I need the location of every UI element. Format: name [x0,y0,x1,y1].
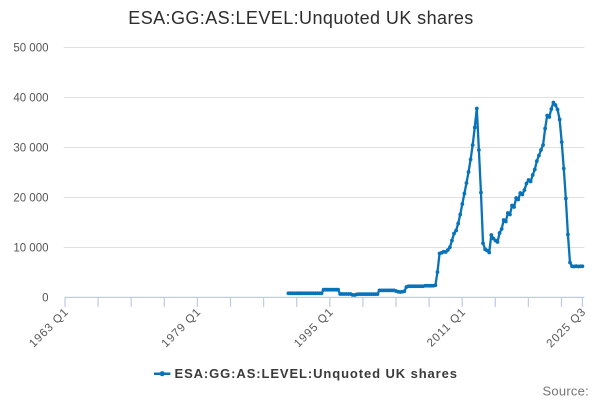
svg-text:ESA:GG:AS:LEVEL:Unquoted UK sh: ESA:GG:AS:LEVEL:Unquoted UK shares [175,366,458,381]
svg-text:40 000: 40 000 [13,93,48,105]
svg-text:10 000: 10 000 [13,243,48,255]
svg-text:20 000: 20 000 [13,193,48,205]
svg-text:30 000: 30 000 [13,143,48,155]
svg-text:Source:: Source: [542,383,589,398]
svg-text:ESA:GG:AS:LEVEL:Unquoted UK sh: ESA:GG:AS:LEVEL:Unquoted UK shares [128,8,473,28]
svg-text:0: 0 [42,293,48,305]
svg-text:50 000: 50 000 [13,43,48,55]
